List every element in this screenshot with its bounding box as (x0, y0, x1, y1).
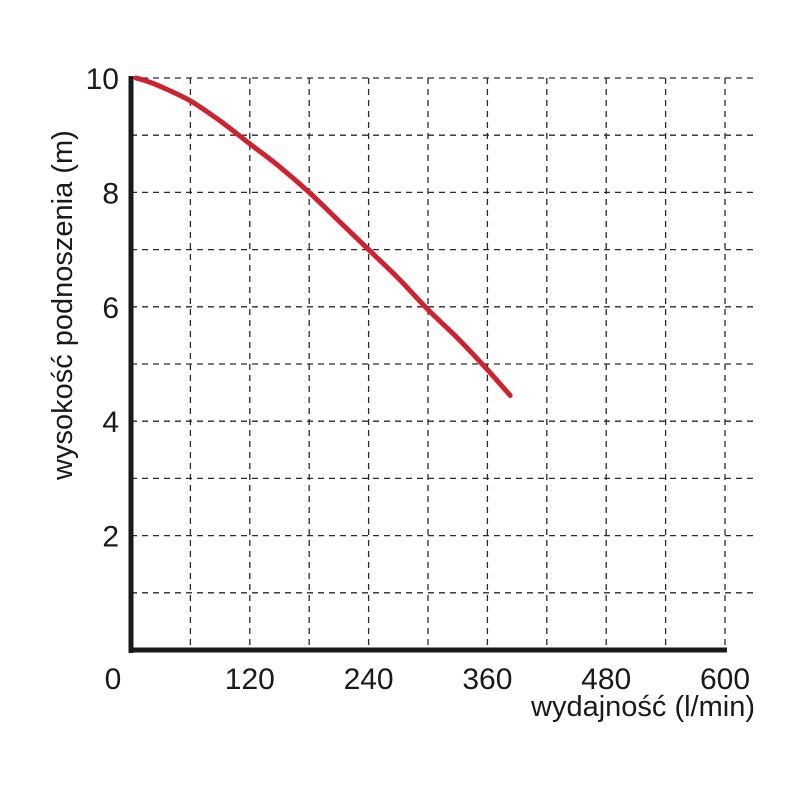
axes (128, 76, 727, 653)
series-line (133, 75, 513, 398)
x-tick-label: 240 (344, 663, 394, 696)
series (133, 75, 513, 398)
y-tick-label: 4 (102, 406, 119, 439)
x-tick-label: 480 (581, 663, 631, 696)
x-tick-label: 360 (462, 663, 512, 696)
grid (131, 77, 755, 650)
y-axis-title: wysokość podnoszenia (m) (47, 130, 79, 481)
y-tick-label: 8 (102, 177, 119, 210)
x-tick-label: 600 (700, 663, 750, 696)
tick-labels: 0 120 240 360 480 600 2 4 6 8 10 (86, 63, 750, 696)
x-tick-label: 0 (105, 663, 122, 696)
x-tick-label: 120 (225, 663, 275, 696)
y-tick-label: 6 (102, 292, 119, 325)
x-axis-title: wydajność (l/min) (530, 691, 755, 723)
y-tick-label: 2 (102, 521, 119, 554)
y-tick-label: 10 (86, 63, 119, 96)
